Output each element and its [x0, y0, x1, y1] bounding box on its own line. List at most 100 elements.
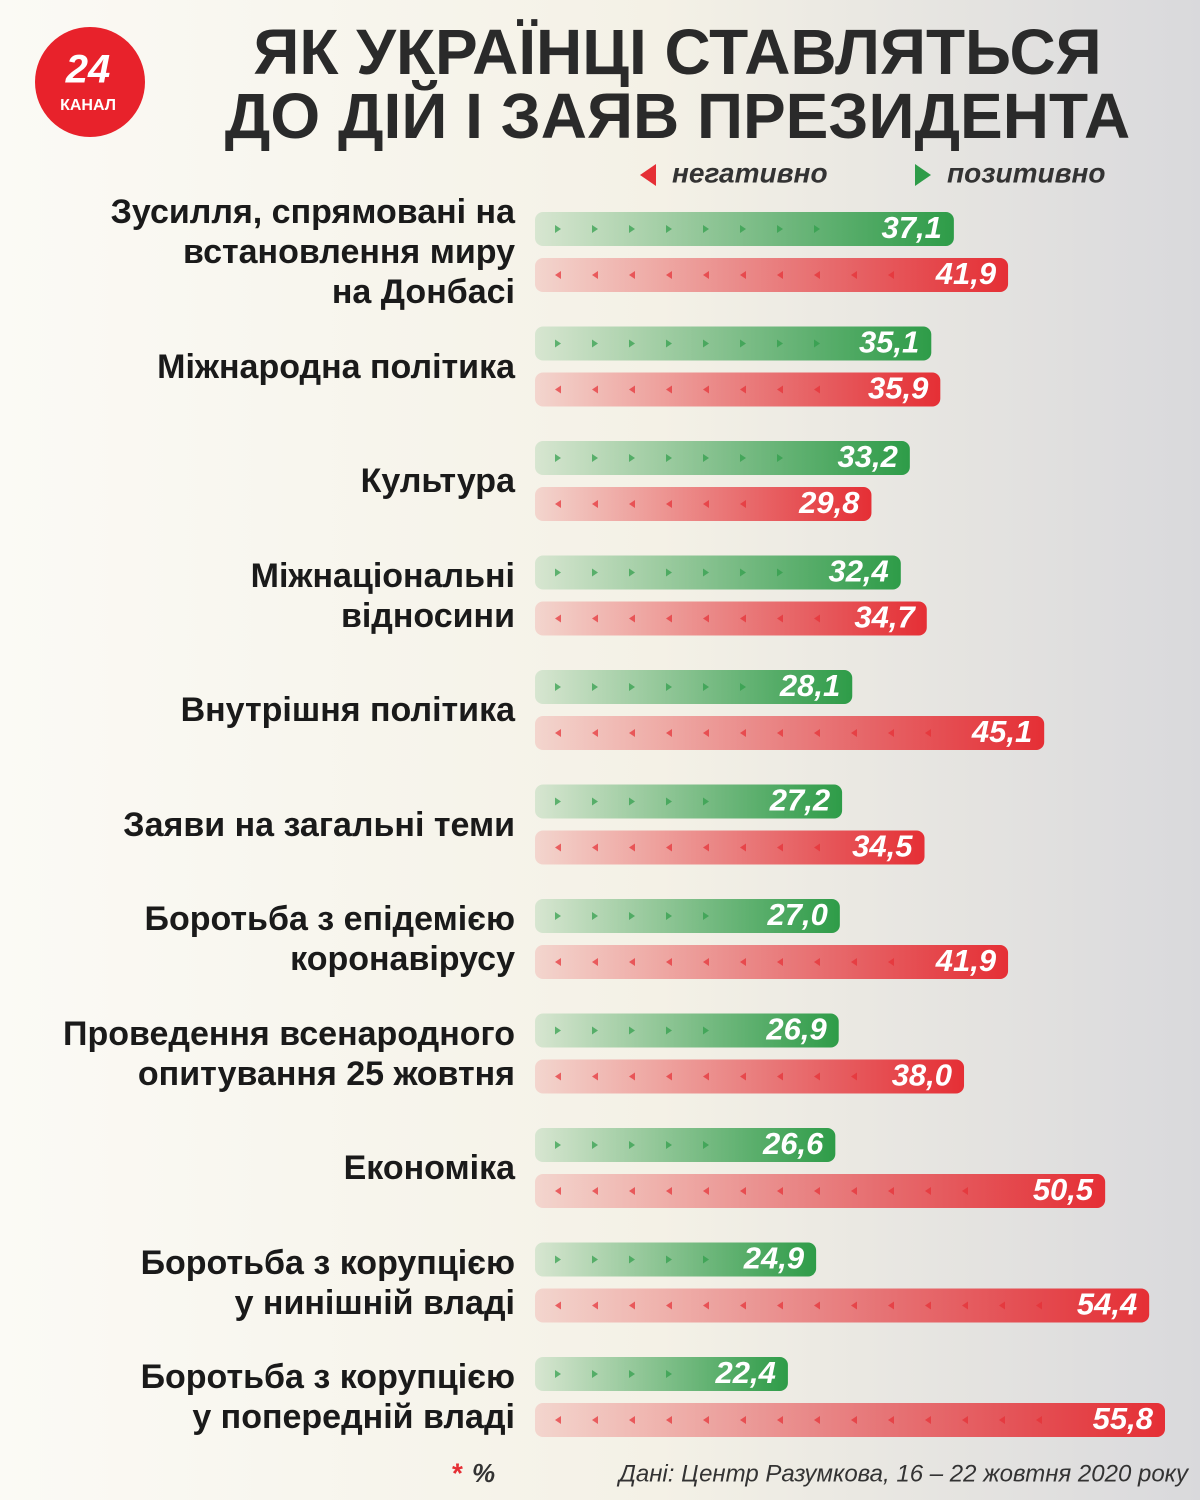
category-label: Міжнародна політика	[157, 347, 515, 386]
bar	[535, 601, 927, 636]
bar-chevron	[851, 729, 857, 737]
bar-chevron	[814, 843, 820, 852]
bar-chevron	[703, 683, 709, 691]
bar-chevron	[703, 500, 709, 508]
bar	[535, 258, 1009, 292]
bar-chevron	[703, 454, 709, 462]
bar-chevron	[629, 1072, 635, 1081]
bar-chevron	[666, 271, 672, 279]
value-label: 55,8	[1093, 1401, 1154, 1436]
bar-chevron	[555, 454, 561, 462]
logo-number: 24	[65, 48, 111, 92]
bar-chevron	[851, 1187, 857, 1195]
bar-chevron	[592, 729, 598, 737]
bar-chevron	[777, 1072, 783, 1081]
bar-chevron	[629, 1141, 635, 1149]
value-label: 41,9	[935, 943, 997, 978]
bar-chevron	[851, 1072, 857, 1081]
bar-chevron	[555, 1187, 561, 1195]
bar-chevron	[777, 1416, 783, 1424]
bar-chevron	[592, 1255, 598, 1264]
bar-chevron	[666, 1141, 672, 1149]
bar-chevron	[555, 500, 561, 508]
value-label: 54,4	[1077, 1287, 1137, 1322]
bar-chevron	[555, 385, 561, 394]
bar-chevron	[555, 1255, 561, 1264]
bar-chevron	[629, 454, 635, 462]
value-label: 50,5	[1033, 1172, 1094, 1207]
bar-chevron	[666, 454, 672, 462]
value-label: 27,0	[766, 897, 827, 932]
bar-chevron	[555, 1416, 561, 1424]
bar-chevron	[925, 1187, 931, 1195]
bar-chevron	[555, 339, 561, 348]
bar-chevron	[888, 1187, 894, 1195]
bar-chevron	[740, 843, 746, 852]
bar-chevron	[703, 1141, 709, 1149]
bar-chevron	[629, 614, 635, 623]
bar-chevron	[592, 683, 598, 691]
category-label: Зусилля, спрямовані на встановлення миру…	[110, 193, 515, 311]
bar-chevron	[777, 385, 783, 394]
value-label: 33,2	[837, 439, 897, 474]
bar-chevron	[814, 1072, 820, 1081]
bar-chevron	[740, 225, 746, 233]
bar-chevron	[555, 225, 561, 233]
bar-chevron	[592, 454, 598, 462]
bar-chevron	[629, 1255, 635, 1264]
legend-marker	[640, 164, 656, 186]
bar	[535, 1357, 788, 1391]
value-label: 32,4	[828, 554, 888, 589]
category-label: Внутрішня політика	[180, 691, 515, 729]
bar-chevron	[592, 500, 598, 508]
bar-chevron	[592, 797, 598, 806]
bar	[535, 784, 843, 819]
bar-chevron	[703, 1255, 709, 1264]
bar-chevron	[814, 385, 820, 394]
bar-chevron	[666, 1370, 672, 1378]
bar-chevron	[740, 1416, 746, 1424]
bar-chevron	[851, 271, 857, 279]
bar-chevron	[814, 225, 820, 233]
value-label: 38,0	[892, 1058, 952, 1093]
bar-chevron	[925, 1301, 931, 1310]
logo-circle	[35, 27, 145, 137]
bar-chevron	[555, 568, 561, 577]
bar-chevron	[962, 1301, 968, 1310]
category-label: Міжнаціональні відносини	[250, 556, 515, 635]
bar-chevron	[592, 1301, 598, 1310]
bar-chevron	[814, 1301, 820, 1310]
bar-chevron	[777, 568, 783, 577]
bar-chevron	[629, 568, 635, 577]
bar-chevron	[555, 271, 561, 279]
bar-chevron	[740, 500, 746, 508]
bar-chevron	[592, 1370, 598, 1378]
bar-chevron	[555, 912, 561, 920]
bar-chevron	[925, 1416, 931, 1424]
bar-chevron	[592, 614, 598, 623]
bar-chevron	[814, 339, 820, 348]
value-label: 26,9	[765, 1012, 827, 1047]
bar-chevron	[814, 1187, 820, 1195]
chart-title: ЯК УКРАЇНЦІ СТАВЛЯТЬСЯ ДО ДІЙ І ЗАЯВ ПРЕ…	[224, 16, 1131, 152]
value-label: 24,9	[743, 1241, 805, 1276]
bar-chevron	[703, 1416, 709, 1424]
bar-chevron	[629, 958, 635, 966]
bar-chevron	[666, 1301, 672, 1310]
bar-chevron	[703, 797, 709, 806]
bar-chevron	[555, 1301, 561, 1310]
bar-chevron	[703, 225, 709, 233]
bar-chevron	[888, 729, 894, 737]
bar	[535, 1013, 839, 1048]
bar-chevron	[592, 958, 598, 966]
bar-chevron	[851, 958, 857, 966]
bar-chevron	[999, 1301, 1005, 1310]
bar-chevron	[740, 614, 746, 623]
bar-chevron	[592, 912, 598, 920]
value-label: 28,1	[779, 668, 840, 703]
value-label: 41,9	[935, 256, 997, 291]
unit-note: %	[472, 1458, 495, 1488]
bar-chevron	[629, 225, 635, 233]
bar	[535, 372, 941, 407]
bar-chevron	[666, 958, 672, 966]
